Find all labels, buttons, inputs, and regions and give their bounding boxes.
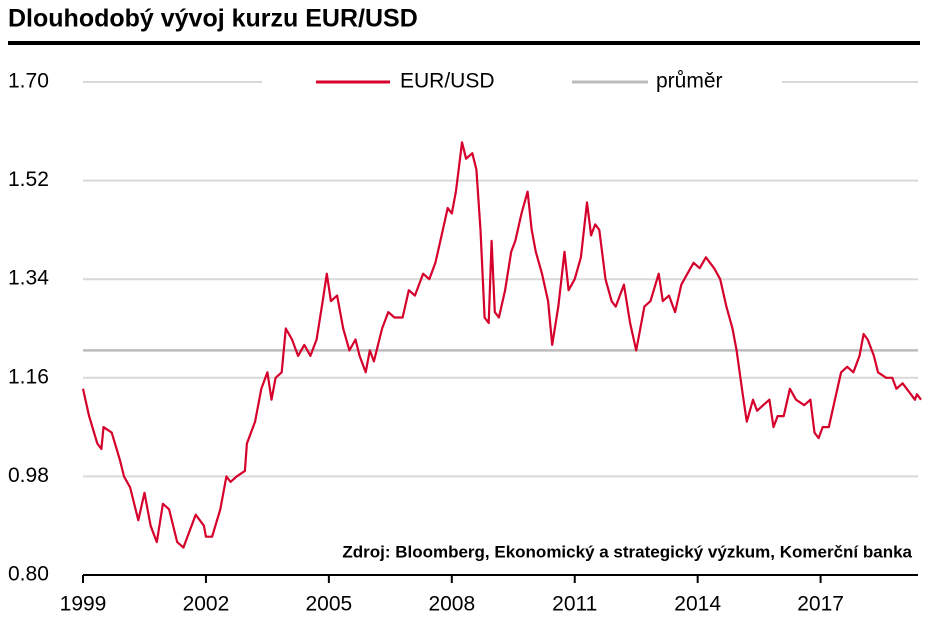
x-tick-label: 1999 bbox=[60, 593, 107, 616]
title-rule bbox=[8, 41, 920, 45]
data-line bbox=[81, 141, 922, 549]
x-tick-label: 2011 bbox=[552, 593, 597, 616]
legend-label: průměr bbox=[656, 70, 723, 93]
y-tick-label: 1.34 bbox=[8, 267, 49, 290]
x-tick-label: 2002 bbox=[183, 593, 230, 616]
y-tick-label: 1.70 bbox=[8, 70, 49, 93]
y-tick-label: 0.80 bbox=[8, 563, 49, 586]
y-tick-label: 1.52 bbox=[8, 168, 49, 191]
x-tick-label: 2005 bbox=[306, 593, 353, 616]
x-tick-label: 2017 bbox=[797, 593, 844, 616]
source-note: Zdroj: Bloomberg, Ekonomický a strategic… bbox=[342, 542, 912, 561]
source-bg bbox=[226, 540, 918, 566]
x-tick-label: 2008 bbox=[428, 593, 475, 616]
x-tick-label: 2014 bbox=[674, 593, 721, 616]
y-tick-label: 0.98 bbox=[8, 464, 49, 487]
y-tick-label: 1.16 bbox=[8, 365, 49, 388]
legend-label: EUR/USD bbox=[400, 70, 495, 93]
chart-title: Dlouhodobý vývoj kurzu EUR/USD bbox=[8, 5, 418, 33]
